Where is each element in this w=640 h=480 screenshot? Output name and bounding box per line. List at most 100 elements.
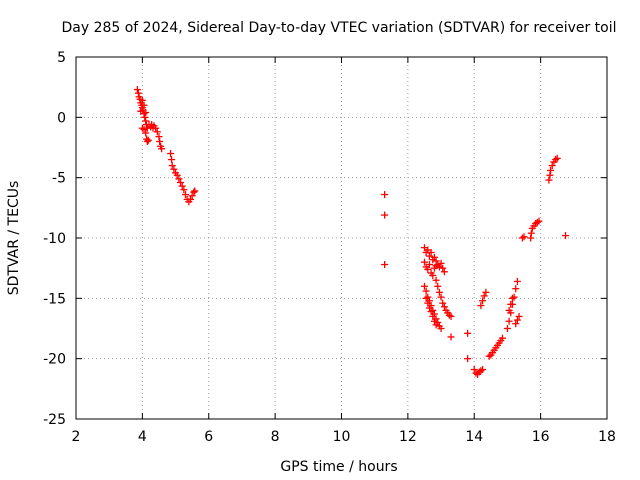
data-point [505,306,513,314]
data-point [168,162,176,170]
data-point [505,317,513,325]
data-point [513,316,521,324]
data-point [520,233,528,241]
data-point [432,321,440,329]
data-point [562,232,570,240]
y-tick-label: 5 [57,50,66,66]
data-point [440,303,448,311]
data-point [552,156,560,164]
data-point [470,366,478,374]
y-tick-label: -20 [43,352,66,368]
data-point [175,175,183,183]
x-axis-label: GPS time / hours [280,459,397,475]
data-point [381,211,389,219]
x-tick-label: 2 [72,429,81,445]
data-point [381,191,389,199]
data-point [440,268,448,276]
grid-lines [76,57,607,419]
data-point [464,355,472,363]
data-point [548,162,556,170]
data-point [188,192,196,200]
data-point [170,165,178,173]
data-point [138,96,146,104]
data-point [156,137,164,145]
y-tick-label: -5 [52,171,66,187]
data-point [447,312,455,320]
x-tick-label: 4 [138,429,147,445]
data-point [425,252,433,260]
data-point [190,188,198,196]
data-point [472,369,480,377]
data-point [182,191,190,199]
data-point [191,187,199,195]
data-point [133,86,141,94]
data-point [425,304,433,312]
data-point [546,171,554,179]
data-point [186,195,194,203]
x-tick-label: 6 [204,429,213,445]
data-point [429,271,437,279]
data-point [477,302,485,310]
data-point [553,154,561,162]
data-point [424,299,432,307]
chart-title: Day 285 of 2024, Sidereal Day-to-day VTE… [61,20,616,36]
data-point [144,136,152,144]
data-point [512,285,520,293]
data-point [425,261,433,269]
data-point [142,117,150,125]
data-point [510,293,518,301]
data-point [434,282,442,290]
x-tick-label: 16 [532,429,550,445]
data-point [482,288,490,296]
data-point [515,312,523,320]
data-point [547,166,555,174]
data-point [432,262,440,270]
data-point [508,294,516,302]
data-point [437,259,445,267]
data-point [140,125,148,133]
data-point [142,129,150,137]
data-point [447,333,455,341]
y-tick-label: -25 [43,412,66,428]
y-tick-label: -10 [43,231,66,247]
data-point [445,311,453,319]
data-point [138,124,146,132]
data-point [437,325,445,332]
plot-frame [75,56,608,420]
x-tick-label: 12 [399,429,417,445]
data-point [142,109,150,117]
data-point [155,133,163,141]
axis-ticks: 2 4 6 8 10 12 14 16 18 -25 -20 -15 -10 -5 0 5 [43,50,616,445]
data-point [480,292,488,300]
data-point [479,366,487,374]
y-tick-label: 0 [57,110,66,126]
data-point [137,107,145,115]
data-point [545,176,553,184]
x-tick-label: 10 [333,429,351,445]
data-point [437,293,445,301]
data-point [432,276,440,284]
data-point [420,258,428,266]
data-point [485,352,493,360]
data-point [527,229,535,237]
data-point [430,253,438,261]
data-point [435,263,443,271]
data-point [464,329,472,337]
data-point [167,150,175,158]
data-point [513,277,521,285]
y-axis-label: SDTVAR / TECUs [6,181,22,296]
data-point [177,178,185,186]
data-point [527,234,535,242]
data-point [498,334,506,342]
data-point [381,261,389,269]
data-points [133,86,570,378]
y-tick-label: -15 [43,291,66,307]
data-point [424,293,432,301]
data-point [422,287,430,295]
data-point [435,288,443,296]
data-point [424,265,432,273]
data-point [429,312,437,320]
data-point [518,234,526,242]
data-point [143,137,151,145]
